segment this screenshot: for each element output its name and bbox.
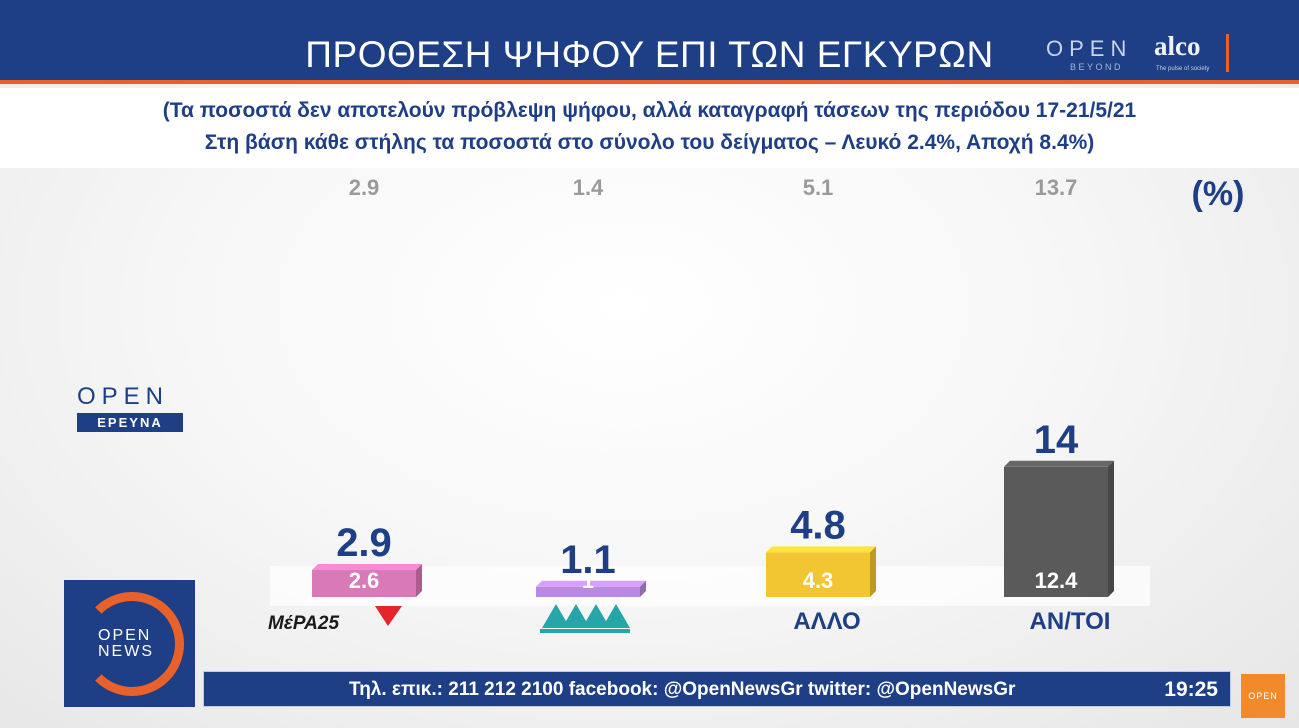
bar-side bbox=[416, 564, 422, 597]
bar-top bbox=[312, 564, 422, 571]
brand-divider bbox=[1226, 34, 1229, 72]
header-bar bbox=[0, 0, 1299, 84]
bar-front bbox=[1004, 466, 1108, 597]
page-title: ΠΡΟΘΕΣΗ ΨΗΦΟΥ ΕΠΙ ΤΩΝ ΕΓΚΥΡΩΝ bbox=[305, 34, 994, 75]
ticker-clock: 19:25 bbox=[1164, 678, 1218, 701]
category-label: ΑΝ/ΤΟΙ bbox=[1030, 608, 1111, 635]
elliniki-lysi-triangle-icon bbox=[562, 604, 590, 628]
bar-front bbox=[536, 586, 640, 597]
previous-value-label: 13.7 bbox=[1035, 175, 1078, 200]
main-value-label: 4.8 bbox=[790, 503, 846, 547]
open-beyond-text: BEYOND bbox=[1070, 62, 1124, 72]
open-ereuna-label: ΕΡΕΥΝΑ bbox=[77, 413, 183, 432]
previous-value-label: 1.4 bbox=[573, 175, 604, 200]
elliniki-lysi-triangle-icon bbox=[542, 604, 570, 628]
open-ereuna-open-text: OPEN bbox=[77, 383, 170, 410]
mera25-logo: ΜέΡΑ25 bbox=[268, 613, 339, 634]
bar-top bbox=[1004, 460, 1114, 467]
notes-panel bbox=[0, 88, 1299, 168]
bar-side bbox=[870, 546, 876, 597]
unit-label: (%) bbox=[1192, 175, 1245, 213]
note-line-1: (Τα ποσοστά δεν αποτελούν πρόβλεψη ψήφου… bbox=[162, 99, 1137, 122]
main-value-label: 1.1 bbox=[560, 538, 616, 582]
alco-logo: alco bbox=[1154, 31, 1201, 61]
elliniki-lysi-triangle-icon bbox=[602, 604, 630, 628]
note-line-2: Στη βάση κάθε στήλης τα ποσοστά στο σύνο… bbox=[204, 131, 1095, 154]
corner-open-logo: OPEN bbox=[1241, 674, 1285, 718]
open-news-news-text: NEWS bbox=[98, 643, 154, 660]
previous-value-label: 2.9 bbox=[349, 175, 380, 200]
open-news-ring-icon bbox=[80, 592, 184, 696]
base-value-label: 12.4 bbox=[1035, 568, 1079, 593]
bar-front bbox=[766, 552, 870, 597]
main-value-label: 2.9 bbox=[336, 521, 392, 565]
news-ticker: Τηλ. επικ.: 211 212 2100 facebook: @Open… bbox=[203, 671, 1231, 707]
alco-tagline: The pulse of society bbox=[1156, 66, 1210, 72]
open-news-logo: OPEN NEWS bbox=[64, 580, 195, 707]
open-brand-logo: OPEN bbox=[1046, 36, 1133, 61]
bar-side bbox=[1108, 460, 1114, 597]
base-value-label: 1 bbox=[582, 568, 594, 593]
ticker-contact-text: Τηλ. επικ.: 211 212 2100 facebook: @Open… bbox=[349, 679, 1016, 700]
bar-top bbox=[536, 580, 646, 587]
elliniki-lysi-base-icon bbox=[540, 629, 630, 633]
previous-value-label: 5.1 bbox=[803, 175, 834, 200]
open-ereuna-logo: OPEN ΕΡΕΥΝΑ bbox=[77, 384, 183, 432]
category-label: ΑΛΛΟ bbox=[793, 608, 860, 635]
bar-side bbox=[640, 580, 646, 597]
mera25-arrow-icon bbox=[375, 606, 402, 626]
open-news-open-text: OPEN bbox=[98, 627, 152, 644]
main-value-label: 14 bbox=[1034, 418, 1079, 462]
bar-front bbox=[312, 570, 416, 597]
bar-top bbox=[766, 546, 876, 553]
elliniki-lysi-triangle-icon bbox=[582, 604, 610, 628]
base-value-label: 4.3 bbox=[803, 568, 834, 593]
base-value-label: 2.6 bbox=[349, 568, 380, 593]
